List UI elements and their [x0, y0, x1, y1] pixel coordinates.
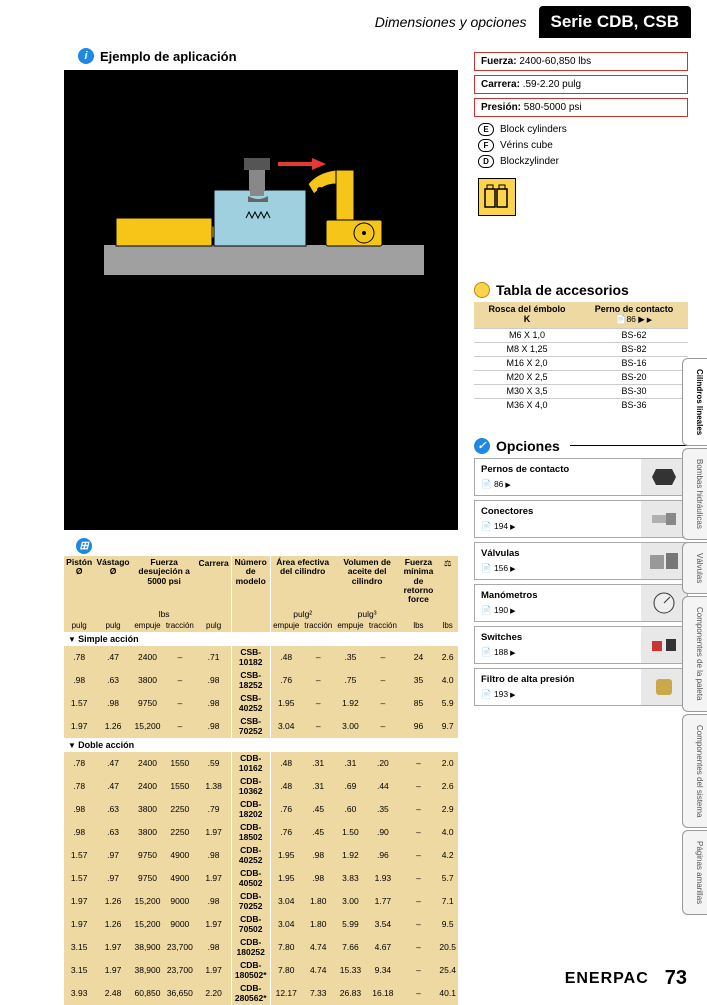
side-tab[interactable]: Válvulas: [682, 542, 707, 594]
table-row: 1.971.2615,200–.98CSB-702523.04–3.00–969…: [64, 715, 458, 738]
table-row: 1.57.97975049001.97CDB-405021.95.983.831…: [64, 867, 458, 890]
option-card[interactable]: Filtro de alta presión📄 193: [474, 668, 688, 706]
table-icon: ⊞: [76, 538, 92, 554]
side-tab[interactable]: Componentes de la paleta: [682, 596, 707, 711]
side-tab[interactable]: Componentes del sistema: [682, 714, 707, 829]
legend-item: FVérins cube: [478, 139, 684, 152]
table-row: .98.6338002250.79CDB-18202.76.45.60.35–2…: [64, 798, 458, 821]
opciones-title: Opciones: [496, 438, 560, 454]
check-icon: ✓: [474, 438, 490, 454]
table-row: .98.63380022501.97CDB-18502.76.451.50.90…: [64, 821, 458, 844]
option-card[interactable]: Pernos de contacto📄 86: [474, 458, 688, 496]
ejemplo-title: Ejemplo de aplicación: [100, 49, 237, 64]
acc-row: M16 X 2,0BS-16: [474, 356, 688, 370]
table-row: 3.151.9738,90023,700.98CDB-1802527.804.7…: [64, 936, 458, 959]
spec-bar: Carrera: .59-2.20 pulg: [474, 75, 688, 94]
info-icon: i: [78, 48, 94, 64]
table-section: Simple acción: [64, 632, 458, 646]
dimensions-subhead: Dimensiones y opciones: [375, 14, 527, 30]
table-row: .78.472400–.71CSB-10182.48–.35–242.6: [64, 646, 458, 669]
globe-icon: [474, 282, 490, 298]
option-card[interactable]: Switches📄 188: [474, 626, 688, 664]
side-tab[interactable]: Cilindros lineales: [682, 358, 707, 446]
page-number: 73: [665, 967, 687, 990]
acc-row: M8 X 1,25BS-82: [474, 342, 688, 356]
table-row: 1.971.2615,2009000.98CDB-702523.041.803.…: [64, 890, 458, 913]
option-card[interactable]: Válvulas📄 156: [474, 542, 688, 580]
table-row: 1.57.989750–.98CSB-402521.95–1.92–855.9: [64, 692, 458, 715]
acc-row: M30 X 3,5BS-30: [474, 384, 688, 398]
option-card[interactable]: Conectores📄 194: [474, 500, 688, 538]
acc-row: M6 X 1,0BS-62: [474, 328, 688, 342]
option-card[interactable]: Manómetros📄 190: [474, 584, 688, 622]
table-row: 3.932.4860,85036,6502.20CDB-280562*12.17…: [64, 982, 458, 1005]
table-row: 3.151.9738,90023,7001.97CDB-180502*7.804…: [64, 959, 458, 982]
brand-logo: ENERPAC: [565, 970, 649, 988]
table-row: 1.57.9797504900.98CDB-402521.95.981.92.9…: [64, 844, 458, 867]
spec-bar: Fuerza: 2400-60,850 lbs: [474, 52, 688, 71]
table-row: .78.47240015501.38CDB-10362.48.31.69.44–…: [64, 775, 458, 798]
spec-bar: Presión: 580-5000 psi: [474, 98, 688, 117]
acc-row: M36 X 4,0BS-36: [474, 398, 688, 412]
spec-table: Pistón Ø Vástago Ø Fuerza desujeción a 5…: [64, 556, 458, 1005]
acc-row: M20 X 2,5BS-20: [474, 370, 688, 384]
table-row: .78.4724001550.59CDB-10162.48.31.31.20–2…: [64, 752, 458, 775]
black-region: [64, 300, 458, 530]
table-section: Doble acción: [64, 738, 458, 752]
series-title: Serie CDB, CSB: [539, 6, 691, 38]
side-tab[interactable]: Bombas hidráulicas: [682, 448, 707, 540]
legend-item: DBlockzylinder: [478, 155, 684, 168]
legend-item: EBlock cylinders: [478, 123, 684, 136]
table-row: 1.971.2615,20090001.97CDB-705023.041.805…: [64, 913, 458, 936]
side-tab[interactable]: Páginas amarillas: [682, 830, 707, 915]
product-icon: [478, 178, 516, 216]
table-row: .98.633800–.98CSB-18252.76–.75–354.0: [64, 669, 458, 692]
application-diagram: [64, 70, 458, 300]
accesorios-title: Tabla de accesorios: [496, 282, 629, 298]
accesorios-table: Rosca del émboloK Perno de contacto📄86 ▶…: [474, 302, 688, 412]
